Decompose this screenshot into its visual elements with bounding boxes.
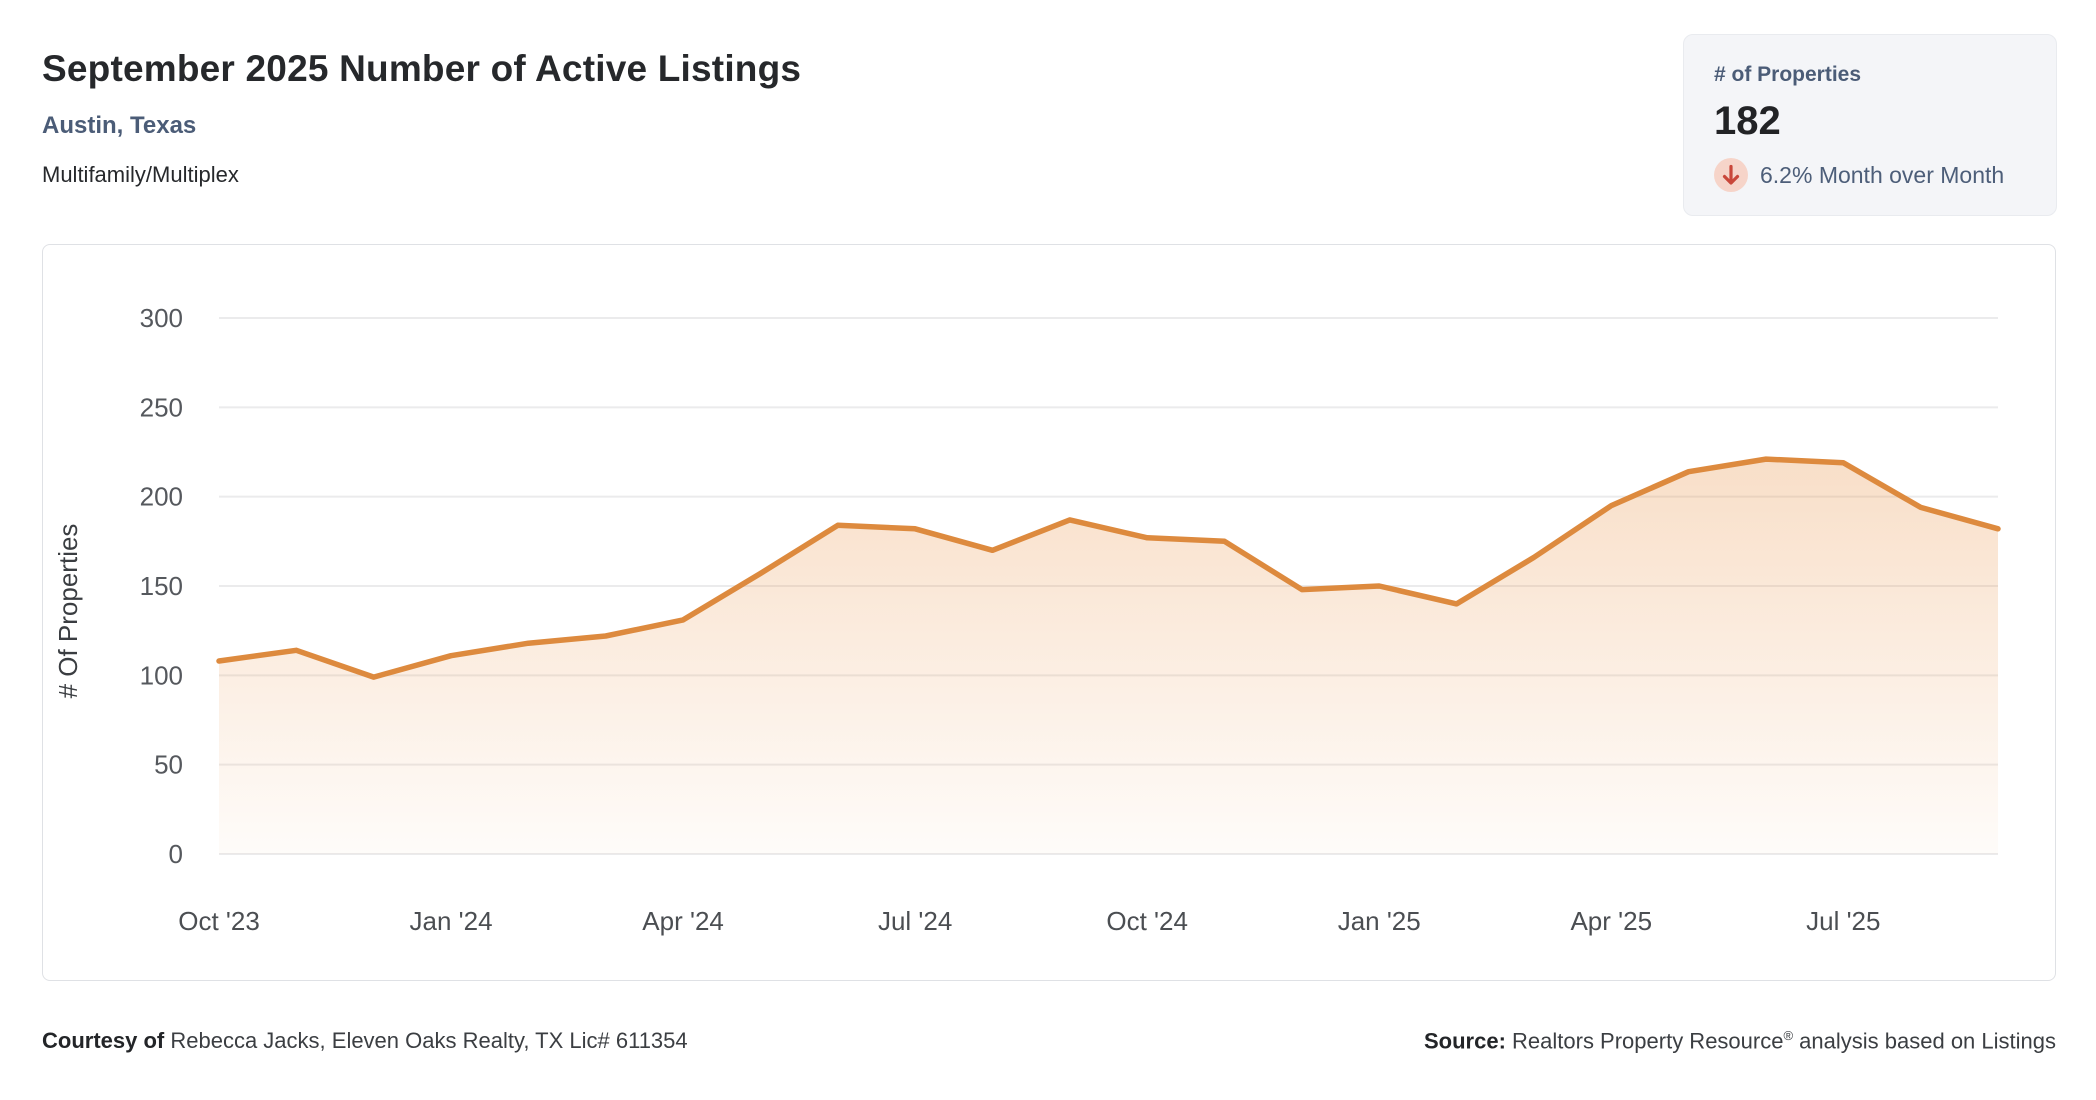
x-tick-label-4: Oct '24 [1106,906,1188,936]
stat-card-value: 182 [1714,99,1781,143]
y-tick-label-150: 150 [140,571,183,601]
x-tick-label-2: Apr '24 [642,906,724,936]
report-footer: Courtesy of Rebecca Jacks, Eleven Oaks R… [42,1028,2056,1054]
stat-card-label: # of Properties [1714,63,1862,86]
y-tick-label-200: 200 [140,482,183,512]
y-tick-label-250: 250 [140,392,183,422]
source-text: Source: Realtors Property Resource® anal… [1423,1028,2056,1054]
courtesy-text: Courtesy of Rebecca Jacks, Eleven Oaks R… [42,1028,688,1053]
y-tick-label-300: 300 [140,303,183,333]
x-tick-label-3: Jul '24 [878,906,952,936]
x-tick-label-6: Apr '25 [1570,906,1652,936]
property-type-label: Multifamily/Multiplex [42,162,239,187]
active-listings-chart-panel: 0 50 100 150 200 250 300 Oct '23 Jan '24 Apr '24 J… [42,244,2056,981]
y-axis-title: # Of Properties [53,524,83,699]
active-listings-area-chart[interactable]: 0 50 100 150 200 250 300 Oct '23 Jan '24 Apr '24 J… [43,245,2055,980]
arrow-down-icon [1714,158,1748,192]
y-tick-label-0: 0 [169,839,183,869]
x-tick-label-0: Oct '23 [178,906,260,936]
y-tick-label-100: 100 [140,660,183,690]
x-tick-label-7: Jul '25 [1806,906,1880,936]
x-tick-label-5: Jan '25 [1338,906,1421,936]
x-tick-label-1: Jan '24 [410,906,493,936]
month-over-month-text: 6.2% Month over Month [1760,161,2005,188]
month-over-month-row: 6.2% Month over Month [1714,158,2026,192]
source-label: Source: [1423,1028,1506,1054]
location-subtitle: Austin, Texas [42,112,197,139]
registered-mark: ® [1783,1028,1794,1043]
properties-stat-card: # of Properties 182 6.2% Month over Mont… [1683,34,2057,216]
y-tick-label-50: 50 [154,750,183,780]
listings-trend-line[interactable] [216,456,2001,680]
page-title: September 2025 Number of Active Listings [42,48,802,89]
courtesy-label: Courtesy of [42,1028,165,1053]
area-fill [219,459,1998,854]
